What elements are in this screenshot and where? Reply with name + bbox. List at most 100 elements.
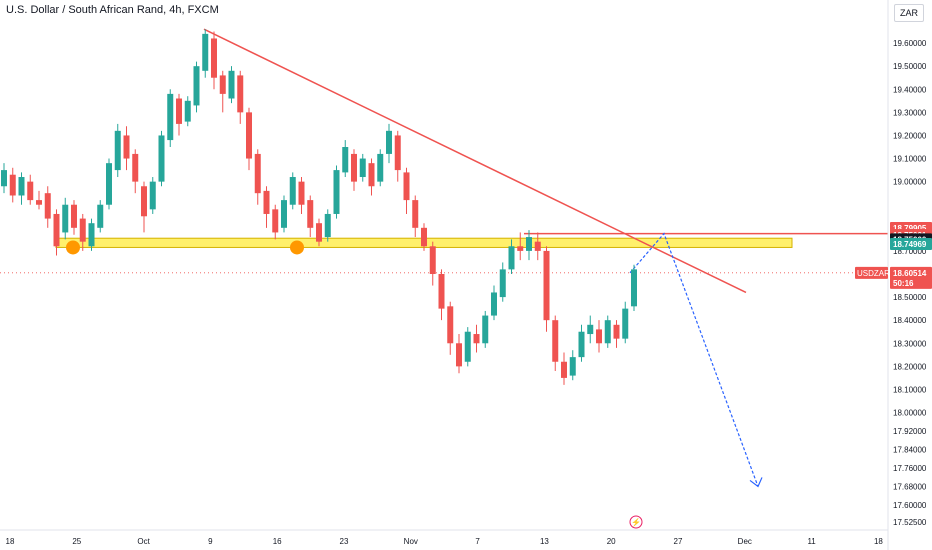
candle-28 [246,107,252,171]
time-tick-8: 13 [540,537,549,546]
candle-body-4 [36,200,42,205]
candle-body-21 [184,100,191,122]
candle-40 [351,149,357,191]
candle-1 [9,167,16,203]
candle-35 [307,195,314,238]
candle-70 [613,320,620,348]
candle-body-10 [88,223,95,247]
symbol-tag-bg [855,266,888,279]
last-price-bg [890,266,932,289]
price-label-text-0: 18.79905 [893,224,927,233]
candle-68 [596,320,602,353]
price-tick-2: 19.40000 [893,85,927,94]
candle-67 [587,315,594,344]
candle-64 [561,352,567,385]
candle-body-40 [351,153,357,182]
candle-38 [333,165,340,219]
candle-20 [176,93,182,136]
candle-49 [429,241,436,286]
candle-11 [97,200,104,233]
time-tick-13: 18 [874,537,883,546]
candle-16 [141,181,147,233]
candle-body-52 [456,343,462,367]
candle-body-13 [114,130,121,171]
price-tick-18: 17.60000 [893,501,927,510]
candle-body-26 [228,70,235,99]
candle-body-30 [263,190,270,214]
candle-body-15 [132,153,139,182]
currency-selector[interactable]: ZAR [894,4,924,22]
candle-body-33 [289,177,296,205]
price-tick-12: 18.10000 [893,385,927,394]
candle-5 [44,186,51,228]
candle-43 [377,149,384,187]
candle-24 [211,31,217,90]
candle-52 [456,334,462,374]
candle-body-34 [298,181,305,205]
candle-body-68 [596,329,602,344]
time-tick-11: Dec [738,537,752,546]
candle-56 [491,285,497,321]
candle-body-60 [526,237,532,251]
candle-22 [193,61,200,113]
candle-body-64 [561,361,567,378]
candle-body-54 [473,334,480,344]
candle-body-29 [254,153,261,194]
candle-46 [403,167,410,214]
price-tick-0: 19.60000 [893,39,927,48]
candle-57 [499,262,506,302]
candle-45 [394,130,401,182]
candle-body-36 [316,223,322,242]
candle-body-0 [1,170,7,187]
time-tick-4: 16 [273,537,282,546]
candle-body-71 [622,308,629,339]
candle-62 [543,246,550,332]
time-axis: 18 25 Oct 9 16 23 Nov 7 13 20 27 Dec 11 18 [0,529,888,546]
candle-body-38 [333,170,340,214]
candle-14 [123,126,130,171]
candle-36 [316,218,322,247]
candle-body-63 [552,320,559,362]
candle-body-46 [403,172,410,201]
candle-body-31 [272,209,279,233]
candle-body-11 [97,204,104,228]
candle-body-5 [44,193,51,219]
candle-body-53 [464,331,471,362]
candle-65 [569,350,576,381]
candle-body-6 [53,213,60,247]
symbol-tag-text: USDZAR [857,269,890,278]
candle-0 [1,163,7,194]
candle-58 [508,239,515,274]
price-tick-8: 18.50000 [893,293,927,302]
candle-66 [578,324,585,362]
event-marker [629,515,643,529]
price-labels: 18.7990518.7503118.7500018.7496918.60514… [855,222,932,289]
candle-body-18 [158,135,165,182]
time-tick-1: 25 [72,537,81,546]
candle-body-17 [149,181,156,210]
candle-59 [517,232,524,261]
projection-path [629,232,759,487]
symbol-tag: USDZAR [855,266,890,279]
candle-47 [412,195,419,238]
price-tick-7: 18.70000 [893,247,927,256]
lightning-icon: ⚡ [631,517,641,527]
candle-body-62 [543,250,550,321]
support-touch-marker-1 [66,240,80,255]
candle-body-61 [534,241,541,251]
candle-body-37 [324,213,331,238]
support-touch-marker-2 [290,240,304,255]
candle-body-9 [79,218,86,242]
candle-30 [263,186,270,228]
time-tick-0: 18 [6,537,15,546]
time-tick-5: 23 [340,537,349,546]
candle-body-19 [167,93,174,141]
time-tick-7: 7 [475,537,480,546]
candle-33 [289,172,296,210]
candle-13 [114,123,121,178]
candle-61 [534,232,541,261]
candle-72 [631,264,637,311]
candle-body-57 [499,269,506,298]
candle-body-51 [447,306,454,344]
